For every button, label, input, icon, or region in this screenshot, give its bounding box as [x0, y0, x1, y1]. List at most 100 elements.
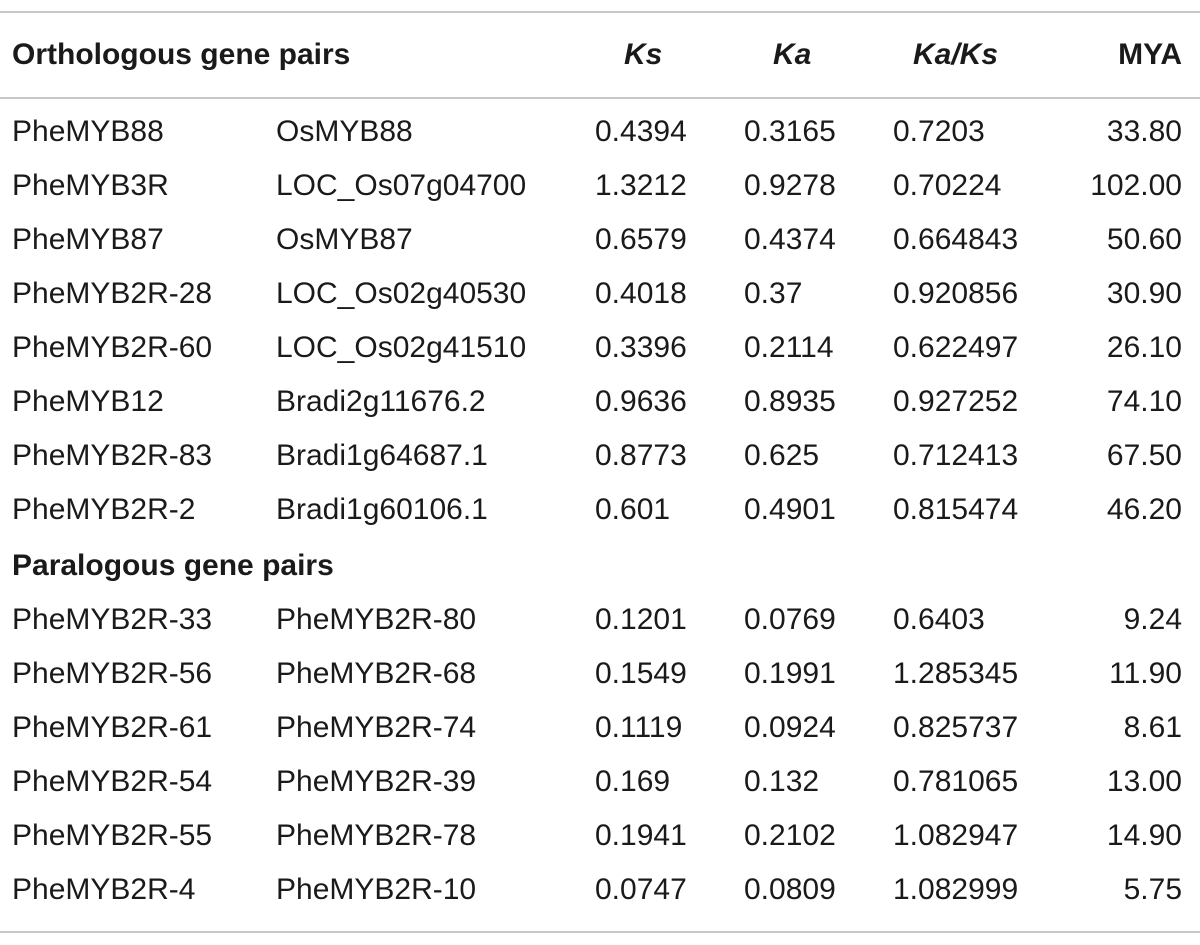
table-row: PheMYB88 OsMYB88 0.4394 0.3165 0.7203 33… — [0, 105, 1200, 159]
ka-cell: 0.4901 — [744, 493, 836, 526]
mya-cell: 67.50 — [1106, 439, 1182, 472]
ka-ks-cell: 0.920856 — [893, 277, 1019, 310]
gene2-cell: Bradi1g64687.1 — [276, 439, 488, 472]
gene2-cell: Bradi1g60106.1 — [276, 493, 488, 526]
gene2-cell: PheMYB2R-10 — [276, 873, 477, 906]
table-row: PheMYB2R-4 PheMYB2R-10 0.0747 0.0809 1.0… — [0, 863, 1200, 917]
ka-ks-cell: 1.285345 — [893, 657, 1019, 690]
table-row: PheMYB3R LOC_Os07g04700 1.3212 0.9278 0.… — [0, 159, 1200, 213]
ka-cell: 0.0769 — [744, 603, 836, 636]
mya-cell: 11.90 — [1109, 657, 1182, 690]
gene1-cell: PheMYB2R-33 — [12, 603, 213, 636]
table-row: PheMYB2R-33 PheMYB2R-80 0.1201 0.0769 0.… — [0, 593, 1200, 647]
ka-cell: 0.1991 — [744, 657, 836, 690]
table-row: PheMYB2R-2 Bradi1g60106.1 0.601 0.4901 0… — [0, 483, 1200, 537]
section-heading-label: Paralogous gene pairs — [12, 549, 334, 582]
ka-cell: 0.8935 — [744, 385, 836, 418]
ka-ks-cell: 0.825737 — [893, 711, 1019, 744]
gene1-cell: PheMYB87 — [12, 223, 164, 256]
ka-cell: 0.3165 — [744, 115, 836, 148]
table-row: PheMYB12 Bradi2g11676.2 0.9636 0.8935 0.… — [0, 375, 1200, 429]
ka-cell: 0.0924 — [744, 711, 836, 744]
ks-cell: 0.9636 — [595, 385, 687, 418]
ka-ks-cell: 0.781065 — [893, 765, 1019, 798]
ks-cell: 0.169 — [595, 765, 671, 798]
gene1-cell: PheMYB2R-4 — [12, 873, 196, 906]
ka-ks-cell: 0.927252 — [893, 385, 1019, 418]
ka-cell: 0.4374 — [744, 223, 836, 256]
ks-cell: 1.3212 — [595, 169, 687, 202]
mya-cell: 30.90 — [1106, 277, 1182, 310]
ka-cell: 0.132 — [744, 765, 820, 798]
mya-cell: 13.00 — [1106, 765, 1182, 798]
gene1-cell: PheMYB12 — [12, 385, 164, 418]
mya-cell: 14.90 — [1106, 819, 1182, 852]
ka-ks-cell: 1.082999 — [893, 873, 1019, 906]
gene1-cell: PheMYB2R-28 — [12, 277, 213, 310]
ka-ks-cell: 0.622497 — [893, 331, 1019, 364]
ka-ks-cell: 0.815474 — [893, 493, 1019, 526]
gene1-cell: PheMYB2R-54 — [12, 765, 213, 798]
gene1-cell: PheMYB3R — [12, 169, 169, 202]
ks-cell: 0.1941 — [595, 819, 687, 852]
gene2-cell: PheMYB2R-74 — [276, 711, 477, 744]
table-row: PheMYB2R-83 Bradi1g64687.1 0.8773 0.625 … — [0, 429, 1200, 483]
mya-cell: 46.20 — [1106, 493, 1182, 526]
header-ka: Ka — [773, 38, 812, 71]
ka-ks-cell: 0.6403 — [893, 603, 985, 636]
ks-cell: 0.6579 — [595, 223, 687, 256]
gene1-cell: PheMYB2R-56 — [12, 657, 213, 690]
ks-cell: 0.1119 — [595, 711, 683, 744]
ks-cell: 0.0747 — [595, 873, 687, 906]
mya-cell: 102.00 — [1090, 169, 1182, 202]
gene1-cell: PheMYB2R-2 — [12, 493, 196, 526]
gene2-cell: Bradi2g11676.2 — [276, 385, 486, 418]
mya-cell: 74.10 — [1106, 385, 1182, 418]
table-row: PheMYB2R-61 PheMYB2R-74 0.1119 0.0924 0.… — [0, 701, 1200, 755]
mya-cell: 8.61 — [1123, 711, 1182, 744]
ka-ks-cell: 0.7203 — [893, 115, 985, 148]
ka-ks-cell: 0.664843 — [893, 223, 1019, 256]
ka-ks-cell: 1.082947 — [893, 819, 1019, 852]
gene2-cell: PheMYB2R-80 — [276, 603, 477, 636]
mya-cell: 33.80 — [1106, 115, 1182, 148]
table-header: Orthologous gene pairs Ks Ka Ka/Ks MYA — [0, 25, 1200, 85]
gene1-cell: PheMYB2R-60 — [12, 331, 213, 364]
table-row: PheMYB2R-55 PheMYB2R-78 0.1941 0.2102 1.… — [0, 809, 1200, 863]
table-row: PheMYB2R-60 LOC_Os02g41510 0.3396 0.2114… — [0, 321, 1200, 375]
ks-cell: 0.1549 — [595, 657, 687, 690]
mya-cell: 26.10 — [1106, 331, 1182, 364]
ka-cell: 0.2114 — [744, 331, 834, 364]
table-row: PheMYB87 OsMYB87 0.6579 0.4374 0.664843 … — [0, 213, 1200, 267]
table-bottom-rule — [0, 931, 1200, 933]
gene1-cell: PheMYB2R-55 — [12, 819, 213, 852]
gene1-cell: PheMYB2R-83 — [12, 439, 213, 472]
gene2-cell: PheMYB2R-78 — [276, 819, 477, 852]
gene2-cell: PheMYB2R-68 — [276, 657, 477, 690]
gene2-cell: OsMYB87 — [276, 223, 413, 256]
header-ks: Ks — [624, 38, 663, 71]
ks-cell: 0.4394 — [595, 115, 687, 148]
ka-ks-cell: 0.712413 — [893, 439, 1019, 472]
mya-cell: 50.60 — [1106, 223, 1182, 256]
ka-cell: 0.37 — [744, 277, 803, 310]
gene2-cell: LOC_Os02g41510 — [276, 331, 527, 364]
table-row: PheMYB2R-56 PheMYB2R-68 0.1549 0.1991 1.… — [0, 647, 1200, 701]
section-heading-paralogous: Paralogous gene pairs — [0, 539, 1200, 593]
ka-cell: 0.0809 — [744, 873, 836, 906]
ka-cell: 0.2102 — [744, 819, 836, 852]
ka-ks-cell: 0.70224 — [893, 169, 1002, 202]
header-gene-pairs: Orthologous gene pairs — [12, 38, 351, 71]
mya-cell: 9.24 — [1123, 603, 1182, 636]
ks-cell: 0.3396 — [595, 331, 687, 364]
ks-cell: 0.1201 — [595, 603, 687, 636]
ks-cell: 0.8773 — [595, 439, 687, 472]
gene2-cell: PheMYB2R-39 — [276, 765, 477, 798]
ka-cell: 0.9278 — [744, 169, 836, 202]
table-row: PheMYB2R-28 LOC_Os02g40530 0.4018 0.37 0… — [0, 267, 1200, 321]
table-header-rule — [0, 97, 1200, 99]
gene2-cell: LOC_Os07g04700 — [276, 169, 527, 202]
ks-cell: 0.601 — [595, 493, 671, 526]
mya-cell: 5.75 — [1123, 873, 1182, 906]
header-mya: MYA — [1118, 38, 1182, 71]
